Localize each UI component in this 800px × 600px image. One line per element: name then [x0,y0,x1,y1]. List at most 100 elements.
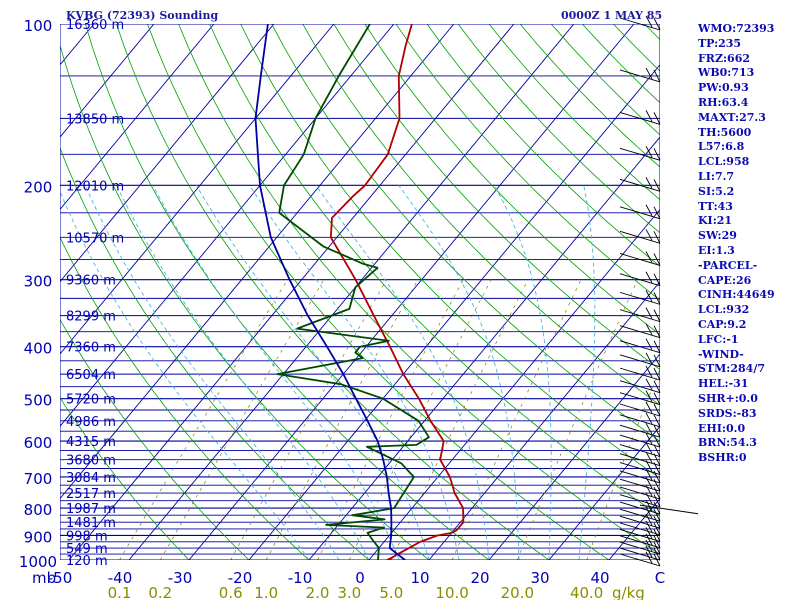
wind-barb [619,513,661,529]
height-label: 16360 m [66,18,124,33]
dry-adiabat-line [60,396,190,560]
index-item: WB0:713 [698,66,755,80]
index-item: STM:284/7 [698,362,765,376]
mixing-ratio-tick-label: 10.0 [435,584,468,600]
mixing-ratio-tick-label: 0.6 [219,584,243,600]
wind-barb [619,484,661,500]
wind-barb [619,545,661,561]
wind-barb [619,352,661,368]
dry-adiabat-line [271,24,660,442]
wind-barb [619,146,661,161]
moist-adiabat-line [84,185,340,560]
dry-adiabat-line [60,43,430,560]
dry-adiabat-line [60,236,310,560]
mixing-ratio-tick-label: 3.0 [337,584,361,600]
moist-adiabat-line [494,185,552,560]
wind-barb [619,468,661,484]
mixing-ratio-tick-label: 0.2 [148,584,172,600]
isotherm-line [428,280,660,560]
mixing-ratio-line [390,279,529,560]
wind-barb [619,401,661,417]
height-label: 10570 m [66,231,124,246]
pressure-tick-label: 1000 [19,553,57,571]
index-item: SW:29 [698,229,737,243]
plot-frame [60,24,660,560]
isotherm-line [60,24,215,211]
pressure-tick-label: 300 [24,273,53,291]
wind-barb [619,476,661,492]
index-item: BRN:54.3 [698,436,757,450]
wind-barb [619,533,661,549]
chart-series [254,24,465,560]
moist-adiabat-line [398,185,520,560]
mixing-ratio-line [119,279,288,560]
wind-barb [619,290,661,305]
isotherm-line [368,208,660,560]
wind-barb [619,177,661,192]
mixing-ratio-tick-label: 1.0 [254,584,278,600]
index-item: WMO:72393 [698,22,775,35]
height-label: 12010 m [66,179,124,194]
mixing-ratio-line [516,279,638,560]
dry-adiabat-line [85,24,490,560]
sounding-datetime: 0000Z 1 MAY 85 [561,9,663,22]
index-item: LI:7.7 [698,169,735,183]
wind-barb [619,451,661,467]
temperature-tick-label: -50 [48,569,73,587]
wind-barb [619,432,661,448]
index-item: HEL:-31 [698,377,749,391]
height-label: 3680 m [66,454,116,469]
temperature-tick-label: -10 [288,569,313,587]
mixing-ratio-tick-label: 0.1 [108,584,132,600]
dry-adiabat-line [60,146,370,560]
wind-barb [619,378,661,394]
index-item: KI:21 [698,214,733,228]
index-item: -WIND- [698,347,744,361]
pressure-tick-label: 900 [24,528,53,546]
index-item: CINH:44649 [698,288,775,302]
index-item: LCL:932 [698,303,750,317]
index-item: SHR+:0.0 [698,391,758,405]
dry-adiabat-line [364,24,660,336]
dry-adiabat-line [333,24,660,371]
index-item: MAXT:27.3 [698,110,766,124]
height-label: 3084 m [66,471,116,486]
height-label: 2517 m [66,487,116,502]
dry-adiabat-line [60,318,250,560]
temperature-tick-label: 30 [530,569,549,587]
wind-barb [619,539,661,555]
moist-adiabat-line [196,185,430,560]
index-item: PW:0.93 [698,81,749,95]
parcel-line [254,24,406,560]
moist-adiabat-line [578,185,596,560]
isotherm-line [60,24,335,355]
dry-adiabat-line [147,24,610,560]
isotherm-line [60,24,155,138]
mixing-ratio-line [348,279,492,560]
height-label: 5720 m [66,393,116,408]
index-item: SI:5.2 [698,184,735,198]
height-label: 8299 m [66,310,116,325]
index-item: SRDS:-83 [698,406,757,420]
isotherm-line [60,24,275,283]
wind-barb [619,527,661,542]
index-item: BSHR:0 [698,451,747,465]
height-label: 13850 m [66,112,124,127]
mixing-ratio-line [586,368,660,560]
wind-barb [619,204,661,220]
wind-barb [619,412,661,428]
temperature-tick-label: -30 [168,569,193,587]
isotherm-line [128,24,575,560]
height-label: 7360 m [66,341,116,356]
height-label: 4986 m [66,415,116,430]
index-item: EI:1.3 [698,243,735,257]
wind-barb [639,504,699,515]
mixing-ratio-tick-label: 40.0 [570,584,603,600]
index-item: TP:235 [698,36,742,50]
temperature-tick-label: 20 [470,569,489,587]
isotherm-line [308,136,660,560]
temperature-tick-label: 0 [355,569,365,587]
index-item: EHI:0.0 [698,421,746,435]
isotherm-line [248,64,660,560]
